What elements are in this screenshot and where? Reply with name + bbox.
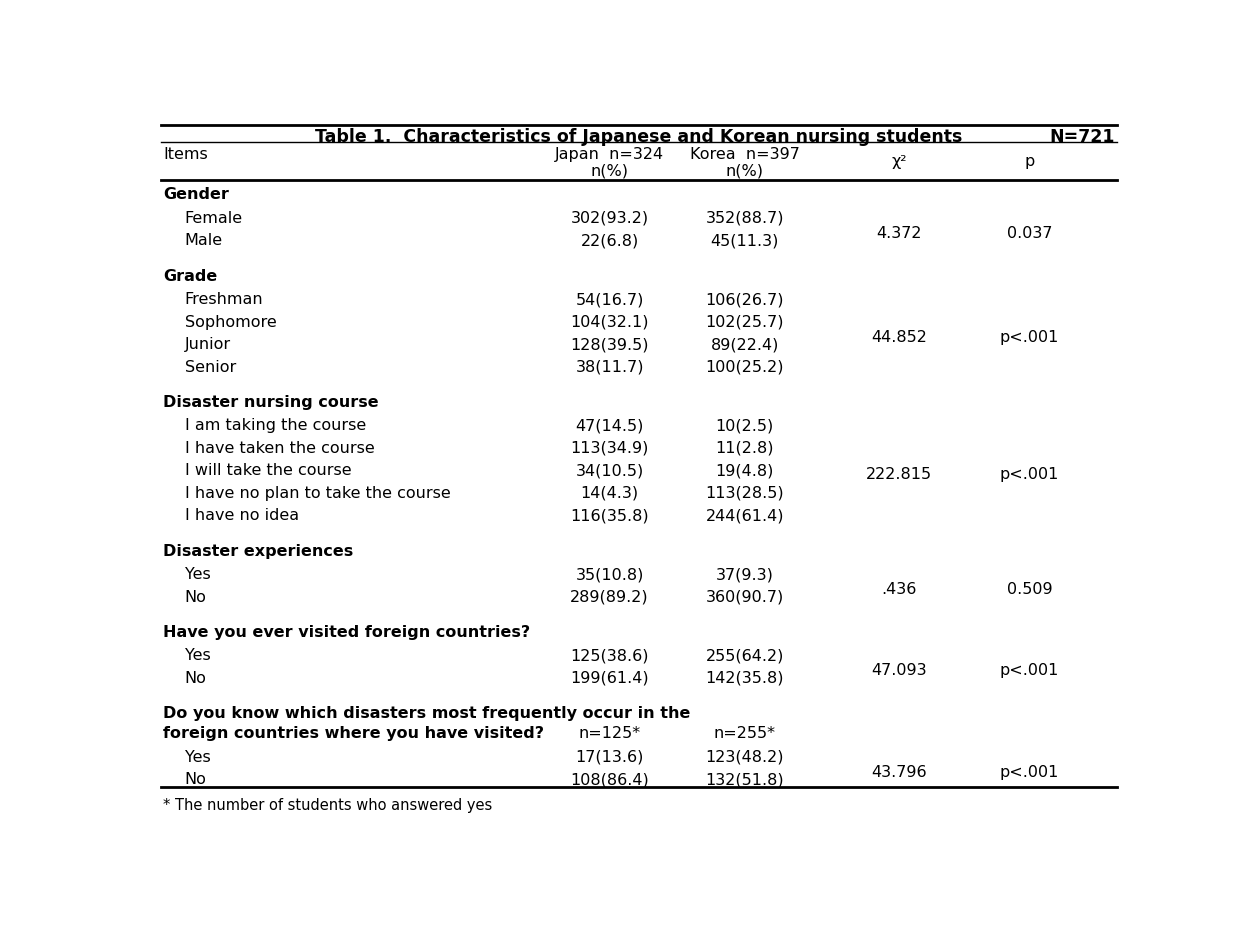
Text: 132(51.8): 132(51.8) <box>705 772 784 787</box>
Text: Korea  n=397: Korea n=397 <box>690 146 800 162</box>
Text: I have no idea: I have no idea <box>184 508 299 523</box>
Text: I will take the course: I will take the course <box>184 463 351 479</box>
Text: I am taking the course: I am taking the course <box>184 419 366 433</box>
Text: 106(26.7): 106(26.7) <box>705 293 784 307</box>
Text: Disaster experiences: Disaster experiences <box>163 544 354 558</box>
Text: Have you ever visited foreign countries?: Have you ever visited foreign countries? <box>163 625 531 640</box>
Text: 222.815: 222.815 <box>866 467 932 482</box>
Text: Junior: Junior <box>184 337 231 352</box>
Text: Senior: Senior <box>184 359 235 375</box>
Text: 352(88.7): 352(88.7) <box>705 211 784 226</box>
Text: Items: Items <box>163 146 208 162</box>
Text: Yes: Yes <box>184 567 211 582</box>
Text: 47(14.5): 47(14.5) <box>576 419 644 433</box>
Text: χ²: χ² <box>892 154 907 169</box>
Text: n(%): n(%) <box>591 163 628 178</box>
Text: Yes: Yes <box>184 648 211 663</box>
Text: 35(10.8): 35(10.8) <box>576 567 644 582</box>
Text: 34(10.5): 34(10.5) <box>576 463 644 479</box>
Text: 100(25.2): 100(25.2) <box>705 359 784 375</box>
Text: 102(25.7): 102(25.7) <box>705 315 784 330</box>
Text: 37(9.3): 37(9.3) <box>716 567 774 582</box>
Text: 104(32.1): 104(32.1) <box>571 315 649 330</box>
Text: n=255*: n=255* <box>714 726 776 741</box>
Text: foreign countries where you have visited?: foreign countries where you have visited… <box>163 726 545 741</box>
Text: .436: .436 <box>882 582 917 597</box>
Text: 255(64.2): 255(64.2) <box>705 648 784 663</box>
Text: 108(86.4): 108(86.4) <box>571 772 649 787</box>
Text: 44.852: 44.852 <box>871 330 927 344</box>
Text: 45(11.3): 45(11.3) <box>710 233 779 248</box>
Text: 89(22.4): 89(22.4) <box>710 337 779 352</box>
Text: 302(93.2): 302(93.2) <box>571 211 649 226</box>
Text: Disaster nursing course: Disaster nursing course <box>163 394 379 410</box>
Text: n=125*: n=125* <box>578 726 640 741</box>
Text: 19(4.8): 19(4.8) <box>715 463 774 479</box>
Text: 4.372: 4.372 <box>876 226 922 241</box>
Text: Freshman: Freshman <box>184 293 263 307</box>
Text: 128(39.5): 128(39.5) <box>571 337 649 352</box>
Text: * The number of students who answered yes: * The number of students who answered ye… <box>163 798 492 813</box>
Text: No: No <box>184 772 207 787</box>
Text: Grade: Grade <box>163 269 218 283</box>
Text: 113(34.9): 113(34.9) <box>571 441 649 456</box>
Text: 125(38.6): 125(38.6) <box>571 648 649 663</box>
Text: Female: Female <box>184 211 243 226</box>
Text: I have taken the course: I have taken the course <box>184 441 375 456</box>
Text: 142(35.8): 142(35.8) <box>705 670 784 686</box>
Text: 14(4.3): 14(4.3) <box>581 486 639 501</box>
Text: Male: Male <box>184 233 223 248</box>
Text: 360(90.7): 360(90.7) <box>705 590 784 605</box>
Text: 54(16.7): 54(16.7) <box>576 293 644 307</box>
Text: 22(6.8): 22(6.8) <box>581 233 639 248</box>
Text: Do you know which disasters most frequently occur in the: Do you know which disasters most frequen… <box>163 707 690 721</box>
Text: p<.001: p<.001 <box>1001 330 1059 344</box>
Text: Sophomore: Sophomore <box>184 315 277 330</box>
Text: No: No <box>184 590 207 605</box>
Text: 43.796: 43.796 <box>871 765 927 780</box>
Text: Gender: Gender <box>163 187 229 203</box>
Text: I have no plan to take the course: I have no plan to take the course <box>184 486 451 501</box>
Text: 113(28.5): 113(28.5) <box>705 486 784 501</box>
Text: 38(11.7): 38(11.7) <box>576 359 644 375</box>
Text: 10(2.5): 10(2.5) <box>715 419 774 433</box>
Text: 47.093: 47.093 <box>871 663 927 679</box>
Text: n(%): n(%) <box>726 163 764 178</box>
Text: 244(61.4): 244(61.4) <box>705 508 784 523</box>
Text: p<.001: p<.001 <box>1001 467 1059 482</box>
Text: p<.001: p<.001 <box>1001 765 1059 780</box>
Text: 0.509: 0.509 <box>1007 582 1053 597</box>
Text: p: p <box>1024 154 1034 169</box>
Text: 289(89.2): 289(89.2) <box>571 590 649 605</box>
Text: 199(61.4): 199(61.4) <box>571 670 649 686</box>
Text: Yes: Yes <box>184 750 211 765</box>
Text: Japan  n=324: Japan n=324 <box>554 146 664 162</box>
Text: N=721: N=721 <box>1049 128 1115 145</box>
Text: 123(48.2): 123(48.2) <box>705 750 784 765</box>
Text: p<.001: p<.001 <box>1001 663 1059 679</box>
Text: 11(2.8): 11(2.8) <box>715 441 774 456</box>
Text: Table 1.  Characteristics of Japanese and Korean nursing students: Table 1. Characteristics of Japanese and… <box>315 128 962 145</box>
Text: 17(13.6): 17(13.6) <box>576 750 644 765</box>
Text: 116(35.8): 116(35.8) <box>571 508 649 523</box>
Text: No: No <box>184 670 207 686</box>
Text: 0.037: 0.037 <box>1007 226 1053 241</box>
